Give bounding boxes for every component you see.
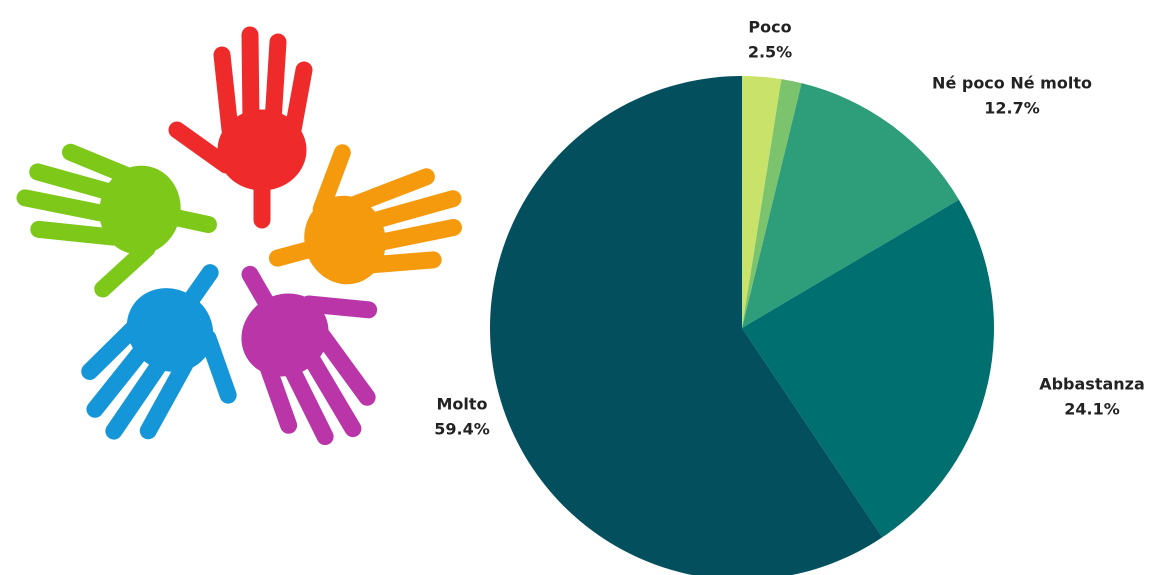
value-label: 24.1% — [1064, 400, 1120, 419]
hand-green — [10, 143, 218, 308]
value-label: 2.5% — [748, 43, 792, 62]
hand-red — [177, 35, 306, 220]
slice-label: Abbastanza — [1039, 375, 1145, 394]
hands-illustration — [10, 35, 468, 473]
pie-slice — [490, 76, 883, 575]
value-label: 12.7% — [984, 99, 1040, 118]
slice-label: Poco — [748, 18, 791, 37]
pie-slice — [742, 76, 782, 328]
slice-label: Molto — [436, 395, 487, 414]
pie-slice — [742, 83, 959, 328]
value-label: 59.4% — [434, 420, 490, 439]
pie-slice — [742, 199, 995, 538]
slice-label: Né poco Né molto — [932, 74, 1092, 93]
pie-slice — [742, 79, 802, 328]
